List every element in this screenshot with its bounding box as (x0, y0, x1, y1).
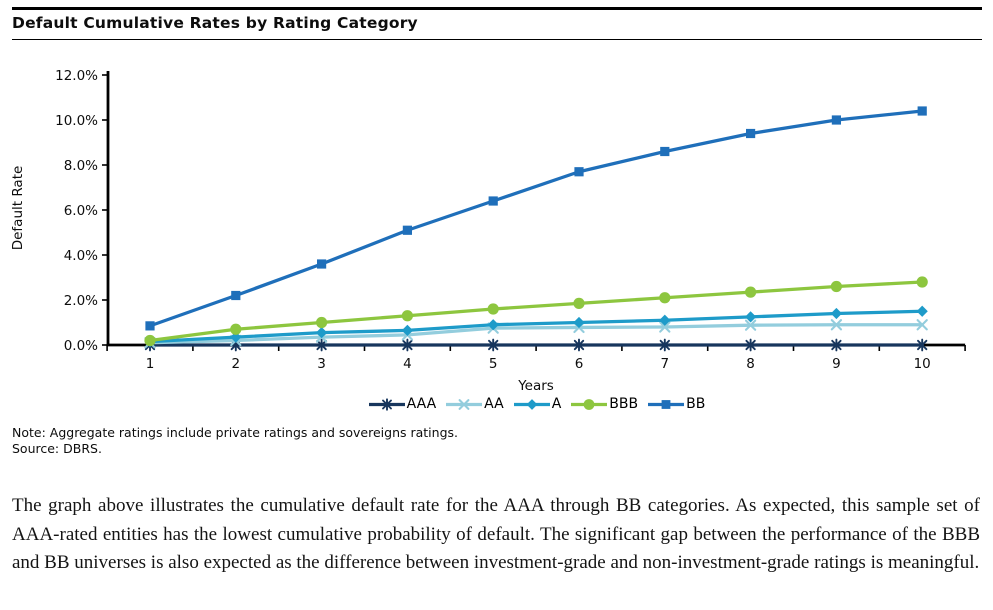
square-marker-icon (661, 399, 671, 409)
series-marker-A (745, 311, 757, 323)
series-marker-A (573, 316, 585, 329)
series-marker-A (830, 307, 842, 320)
y-axis-title: Default Rate (10, 166, 26, 251)
series-marker-AA (744, 319, 757, 331)
x-marker-icon (458, 398, 470, 410)
series-marker-BBB (230, 323, 242, 335)
chart-source: Source: DBRS. (12, 441, 102, 456)
y-tick-label: 6.0% (64, 203, 98, 219)
chart: 0.0% 2.0% 4.0% 6.0% 8.0% 10.0% 12.0% 1 2 3 4 5 6 7 8 9 1… (0, 55, 993, 395)
legend-item-AAA: AAA (368, 396, 437, 412)
series-marker-A (916, 305, 928, 317)
legend-swatch-BB (648, 399, 685, 409)
series-marker-BBB (916, 276, 928, 288)
series-marker-A (401, 324, 413, 336)
series-marker-AAA (488, 338, 499, 352)
y-tick-label: 0.0% (64, 338, 98, 354)
legend-label-AAA: AAA (406, 396, 437, 412)
series-marker-BB (231, 290, 241, 301)
legend-label-AA: AA (484, 396, 504, 412)
line-chart: 0.0% 2.0% 4.0% 6.0% 8.0% 10.0% 12.0% 1 2 3 4 5 6 7 8 9 1… (10, 68, 966, 394)
legend-item-A: A (513, 396, 562, 412)
series-line-BBB (148, 280, 924, 343)
series-marker-BB (488, 196, 498, 206)
y-tick-label: 2.0% (64, 293, 98, 309)
series-marker-BB (660, 146, 670, 157)
x-tick-label: 8 (746, 356, 755, 372)
y-tick-label: 8.0% (64, 158, 98, 174)
star-marker-icon (381, 397, 392, 411)
series-marker-A (659, 314, 671, 326)
legend-item-BBB: BBB (570, 396, 638, 412)
series-line-A (148, 309, 924, 344)
legend-swatch-A (513, 398, 550, 410)
series-marker-AAA (831, 338, 842, 352)
y-tick-label: 12.0% (55, 68, 98, 84)
x-tick-label: 2 (232, 356, 241, 372)
series-marker-BBB (401, 310, 413, 322)
series-marker-BBB (830, 280, 843, 293)
series-marker-BB (317, 259, 327, 269)
series-marker-BBB (573, 297, 585, 309)
body-paragraph: The graph above illustrates the cumulati… (12, 495, 980, 573)
series-marker-BBB (745, 286, 757, 298)
chart-legend: AAA AA A BBB BB (80, 396, 993, 412)
x-tick-label: 9 (832, 356, 841, 372)
series-marker-AAA (659, 338, 670, 352)
x-tick-label: 3 (317, 356, 326, 372)
series-marker-BBB (659, 292, 671, 304)
series-marker-AA (916, 319, 928, 331)
diamond-marker-icon (526, 398, 538, 410)
series-marker-BBB (144, 334, 156, 347)
x-tick-label: 5 (489, 356, 498, 372)
series-marker-BB (574, 167, 584, 177)
series-marker-A (230, 331, 242, 343)
series-marker-A (316, 327, 328, 339)
y-tick-label: 4.0% (64, 248, 98, 264)
x-tick-label: 6 (575, 356, 584, 372)
series-line-AA (148, 323, 924, 345)
series-marker-BB (145, 321, 155, 331)
series-marker-AAA (745, 338, 756, 352)
series-marker-BBB (316, 316, 328, 329)
page-title: Default Cumulative Rates by Rating Categ… (12, 14, 418, 32)
series-line-BB (148, 109, 924, 328)
legend-swatch-AAA (368, 397, 405, 411)
circle-marker-icon (583, 398, 595, 410)
legend-label-A: A (551, 396, 562, 412)
legend-label-BBB: BBB (609, 396, 639, 412)
series-marker-BB (402, 225, 412, 235)
x-tick-label: 4 (403, 356, 412, 372)
title-rule (12, 39, 982, 40)
legend-item-BB: BB (647, 396, 705, 412)
legend-swatch-AA (446, 398, 483, 410)
series-marker-AAA (402, 338, 413, 352)
legend-label-BB: BB (686, 396, 706, 412)
y-tick-label: 10.0% (55, 113, 98, 129)
series-marker-BB (831, 115, 841, 125)
x-tick-label: 10 (914, 356, 931, 372)
series-marker-AAA (316, 338, 327, 352)
legend-swatch-BBB (571, 398, 608, 410)
series-marker-BB (917, 106, 927, 116)
x-tick-label: 7 (661, 356, 670, 372)
x-tick-label: 1 (146, 356, 155, 372)
legend-item-AA: AA (445, 396, 504, 412)
chart-note: Note: Aggregate ratings include private … (12, 425, 458, 440)
series-marker-AA (659, 321, 671, 333)
series-marker-BBB (487, 303, 499, 315)
series-marker-AAA (573, 338, 585, 352)
series-marker-AA (830, 319, 843, 331)
series-marker-A (487, 319, 499, 331)
top-rule (12, 7, 982, 10)
x-axis-title: Years (517, 378, 554, 394)
series-marker-AAA (917, 338, 928, 352)
chart-notes: Note: Aggregate ratings include private … (12, 425, 458, 457)
series-marker-BB (746, 128, 756, 139)
